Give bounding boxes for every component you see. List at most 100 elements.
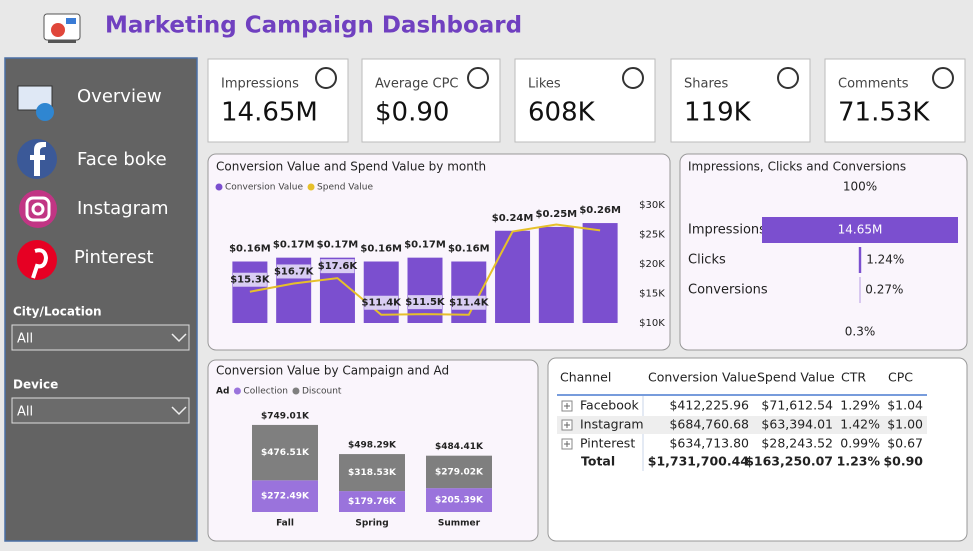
column-header: Spend Value <box>757 370 835 385</box>
expand-plus <box>564 422 570 428</box>
table-cell: $71,612.54 <box>761 398 833 413</box>
dropdown[interactable] <box>11 397 190 424</box>
table-cell: 0.99% <box>840 436 880 451</box>
bar-segment <box>339 454 405 492</box>
y2-tick-label: $15K <box>639 289 665 300</box>
data-label: $0.17M <box>404 240 446 251</box>
dashboard-title: Marketing Campaign Dashboard <box>105 13 522 39</box>
kpi-icon <box>315 67 337 89</box>
label-bg <box>232 272 267 287</box>
label-bg <box>451 295 486 310</box>
data-label: $15.3K <box>230 275 271 286</box>
chart-title: Impressions, Clicks and Conversions <box>688 160 906 174</box>
kpi-card <box>361 58 501 143</box>
data-label: $272.49K <box>261 492 310 502</box>
kpi-icon <box>932 67 954 89</box>
chart-title: Conversion Value and Spend Value by mont… <box>216 160 486 174</box>
bar-segment <box>426 455 492 489</box>
data-label: $0.24M <box>492 213 534 224</box>
total-cell: $0.90 <box>883 454 923 469</box>
table-cell: $28,243.52 <box>761 436 833 451</box>
table-cell: $684,760.68 <box>669 417 749 432</box>
data-label: $11.4K <box>449 298 490 309</box>
y2-tick-label: $30K <box>639 200 665 211</box>
data-label: $0.16M <box>448 244 490 255</box>
legend-swatch <box>292 387 300 395</box>
bar-segment <box>339 491 405 512</box>
chart-title: Conversion Value by Campaign and Ad <box>216 364 449 378</box>
table-cell: $634,713.80 <box>669 436 749 451</box>
table-cell: $412,225.96 <box>669 398 749 413</box>
dropdown-arrow <box>171 333 187 343</box>
total-label: $749.01K <box>261 411 310 421</box>
data-label: $0.26M <box>579 205 621 216</box>
panel <box>547 357 968 542</box>
label-bg <box>364 295 399 310</box>
table-cell: $63,394.01 <box>761 417 833 432</box>
y2-tick-label: $20K <box>639 259 665 270</box>
bar <box>495 230 531 323</box>
total-cell: 1.23% <box>837 454 881 469</box>
kpi-icon <box>622 67 644 89</box>
kpi-value: 608K <box>528 98 596 128</box>
line <box>249 223 601 316</box>
kpi-label: Impressions <box>221 77 299 92</box>
kpi-label: Likes <box>528 77 561 92</box>
bar <box>232 261 268 323</box>
header-icon <box>43 13 81 43</box>
kpi-value: 71.53K <box>838 98 930 128</box>
data-label: $318.53K <box>348 468 397 478</box>
dropdown[interactable] <box>11 324 190 351</box>
expand-plus <box>564 403 570 409</box>
table-cell: Instagram <box>580 417 644 432</box>
legend-label: Collection <box>243 387 288 397</box>
data-label: $279.02K <box>435 467 484 477</box>
data-label: $205.39K <box>435 496 484 506</box>
data-label: $0.16M <box>360 244 402 255</box>
funnel-bar <box>762 217 958 243</box>
data-label: $476.51K <box>261 448 310 458</box>
bar <box>538 226 574 323</box>
bar-segment <box>252 480 318 512</box>
row-band <box>557 416 927 434</box>
data-label: $11.5K <box>405 297 446 308</box>
dropdown-value: All <box>17 332 33 347</box>
kpi-card <box>514 58 656 143</box>
legend-label: Discount <box>302 387 342 397</box>
kpi-icon <box>777 67 799 89</box>
filter-label: City/Location <box>13 305 102 319</box>
table-cell: Pinterest <box>580 436 635 451</box>
funnel-bottom-label: 0.3% <box>845 325 876 339</box>
panel <box>679 153 968 351</box>
kpi-value: $0.90 <box>375 98 449 128</box>
dropdown-value: All <box>17 405 33 420</box>
funnel-bar <box>858 247 862 273</box>
label-bg <box>320 259 355 274</box>
y2-tick-label: $25K <box>639 230 665 241</box>
bar <box>363 261 399 323</box>
data-label: $17.6K <box>318 261 359 272</box>
table-cell: $1.00 <box>887 417 923 432</box>
data-label: $11.4K <box>362 298 403 309</box>
kpi-icon <box>467 67 489 89</box>
category-label: Spring <box>355 519 388 529</box>
legend-title: Ad <box>216 387 229 397</box>
filter-label: Device <box>13 378 58 392</box>
data-label: $179.76K <box>348 497 397 507</box>
column-header: Conversion Value <box>648 370 757 385</box>
data-label: $0.25M <box>536 209 578 220</box>
data-label: $16.7K <box>274 266 315 277</box>
kpi-label: Average CPC <box>375 77 459 92</box>
total-label: $498.29K <box>348 441 397 451</box>
nav-item: Overview <box>77 86 162 107</box>
category-label: Clicks <box>688 253 726 268</box>
funnel-bar <box>859 277 861 303</box>
dropdown-arrow <box>171 406 187 416</box>
category-label: Summer <box>438 519 481 529</box>
kpi-label: Comments <box>838 77 909 92</box>
label-bg <box>276 264 311 279</box>
table-cell: Facebook <box>580 398 639 413</box>
data-label: $0.17M <box>317 240 359 251</box>
total-label: $484.41K <box>435 442 484 452</box>
